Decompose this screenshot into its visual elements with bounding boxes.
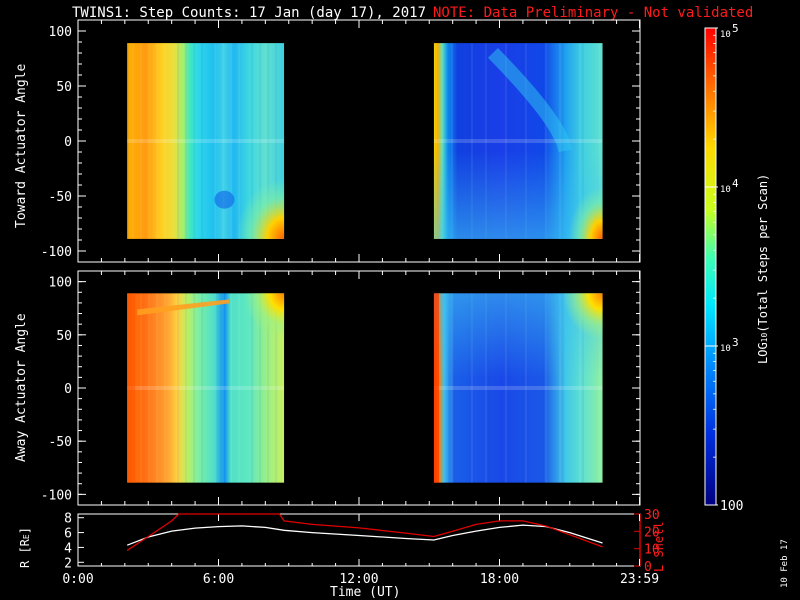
preliminary-note: NOTE: Data Preliminary - Not validated [433, 5, 754, 21]
away-ylabel: Away Actuator Angle [14, 313, 29, 462]
heat-corner [568, 186, 603, 239]
heat-stripe [164, 293, 167, 483]
heat-zero-band [127, 139, 285, 143]
plot-title: TWINS1: Step Counts: 17 Jan (day 17), 20… [72, 5, 427, 21]
heat-stripe [185, 293, 188, 483]
heat-stripe [275, 43, 278, 239]
colorbar-tick-label: 10 [720, 185, 731, 195]
series-line-r [126, 524, 603, 546]
orbit-xtick-label: 12:00 [339, 572, 378, 587]
away-ytick-label: 100 [49, 276, 72, 291]
away-ytick-label: -50 [49, 435, 72, 450]
toward-ytick-label: 50 [56, 80, 72, 95]
orbit-ytick-right-label: 20 [644, 525, 660, 540]
heat-stripe [201, 43, 204, 239]
orbit-xtick-label: 0:00 [62, 572, 93, 587]
heat-zero-band [433, 386, 603, 390]
orbit-xtick-label: 6:00 [203, 572, 234, 587]
heat-stripe [251, 293, 254, 483]
orbit-ytick-left-label: 2 [64, 556, 72, 571]
toward-ytick-label: 100 [49, 25, 72, 40]
colorbar-tick-exp: 5 [732, 22, 739, 35]
heat-stripe [251, 43, 254, 239]
series-line-l-shell [126, 513, 603, 551]
heat-structure [433, 293, 439, 483]
heat-stripe [193, 43, 196, 239]
toward-ytick-label: -100 [41, 245, 72, 260]
orbit-ytick-right-label: 10 [644, 543, 660, 558]
heat-stripe [177, 293, 180, 483]
heat-stripe [127, 43, 130, 239]
heat-stripe [267, 43, 270, 239]
heat-stripe [140, 43, 143, 239]
toward-ytick-label: -50 [49, 190, 72, 205]
orbit-xlabel: Time (UT) [330, 585, 401, 600]
colorbar [704, 27, 717, 506]
away-ytick-label: 50 [56, 329, 72, 344]
away-ytick-label: -100 [41, 488, 72, 503]
heat-corner [244, 293, 285, 340]
colorbar-tick-label: 100 [720, 499, 743, 514]
heat-stripe [201, 293, 204, 483]
colorbar-tick-exp: 4 [732, 177, 739, 190]
heat-stripe [132, 43, 135, 239]
heat-structure [487, 47, 573, 153]
colorbar-tick-label: 10 [720, 344, 731, 354]
heat-stripe [177, 43, 180, 239]
orbit-frame [77, 513, 641, 567]
heat-stripe [164, 43, 167, 239]
heat-stripe [230, 293, 233, 483]
heat-stripe [238, 293, 241, 483]
orbit-xtick-label: 18:00 [480, 572, 519, 587]
orbit-ylabel-right: L Shell [652, 521, 666, 572]
heat-stripe [148, 43, 151, 239]
heat-zero-band [433, 139, 603, 143]
heat-stripe [214, 293, 217, 483]
orbit-ylabel-left: R [RE] [18, 527, 32, 568]
heat-stripe [156, 293, 159, 483]
heat-corner [236, 178, 285, 239]
orbit-ytick-left-label: 8 [64, 512, 72, 527]
heat-structure [127, 293, 136, 483]
heat-zero-band [127, 386, 285, 390]
heat-structure [137, 299, 230, 316]
away-ytick-label: 0 [64, 382, 72, 397]
heat-stripe [238, 43, 241, 239]
heat-stripe [140, 293, 143, 483]
heat-stripe [185, 43, 188, 239]
heat-stripe [230, 43, 233, 239]
date-stamp: 10 Feb 17 [780, 539, 790, 588]
heat-structure [214, 190, 235, 209]
heat-stripe [148, 293, 151, 483]
heat-stripe [222, 43, 225, 239]
toward-ytick-label: 0 [64, 135, 72, 150]
heat-stripe [259, 293, 262, 483]
orbit-ytick-left-label: 6 [64, 527, 72, 542]
colorbar-tick-exp: 3 [732, 336, 739, 349]
heat-stripe [222, 293, 225, 483]
orbit-ytick-right-label: 30 [644, 508, 660, 523]
colorbar-label: LOG10(Total Steps per Scan) [756, 173, 770, 364]
heat-corner [562, 293, 603, 340]
orbit-ytick-left-label: 4 [64, 541, 72, 556]
colorbar-tick-label: 10 [720, 30, 731, 40]
heat-stripe [193, 293, 196, 483]
heat-stripe [259, 43, 262, 239]
heat-stripe [267, 293, 270, 483]
heat-stripe [275, 293, 278, 483]
orbit-ytick-right-label: 0 [644, 560, 652, 575]
heat-stripe [156, 43, 159, 239]
heat-stripe [214, 43, 217, 239]
toward-ylabel: Toward Actuator Angle [14, 63, 29, 228]
orbit-xtick-label: 23:59 [620, 572, 659, 587]
